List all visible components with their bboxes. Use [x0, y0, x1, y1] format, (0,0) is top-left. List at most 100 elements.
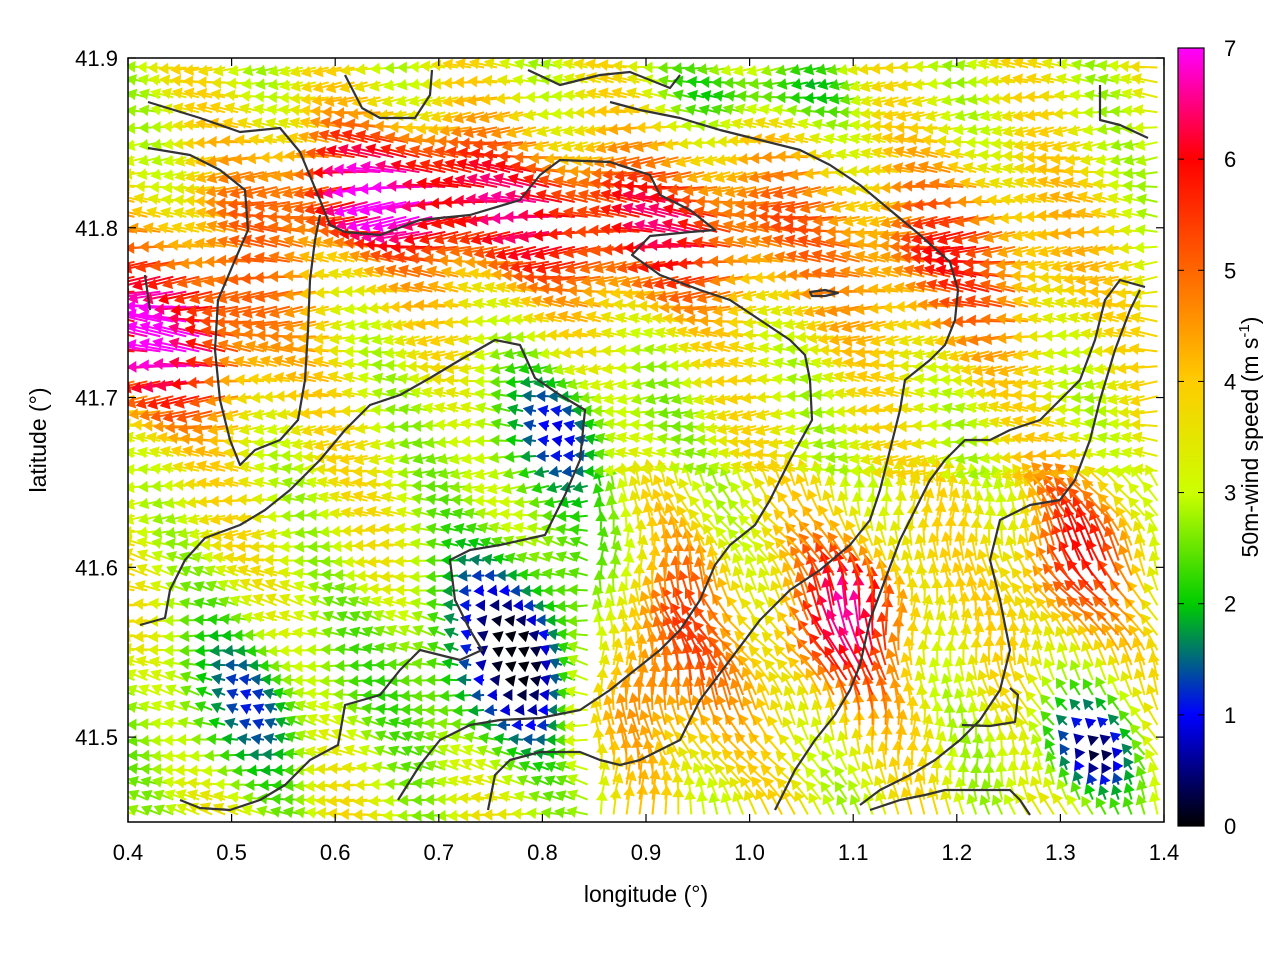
wind-arrow [630, 578, 642, 606]
colorbar-title-sup: -1 [1236, 324, 1253, 337]
wind-arrow [1044, 738, 1056, 756]
wind-arrow [1054, 696, 1068, 711]
wind-arrow [193, 597, 213, 609]
wind-arrow [1056, 778, 1068, 800]
wind-arrow [491, 660, 503, 673]
wind-arrow [1089, 623, 1107, 651]
wind-arrow [375, 716, 394, 728]
wind-arrow [639, 724, 654, 756]
wind-arrow [1041, 675, 1055, 696]
wind-arrow [909, 711, 921, 740]
wind-arrow [1081, 795, 1094, 816]
wind-arrow [373, 745, 394, 757]
wind-arrow [425, 657, 446, 670]
wind-arrow [1030, 733, 1042, 756]
wind-arrow [539, 644, 551, 656]
wind-arrow [195, 672, 213, 684]
wind-arrow [361, 642, 381, 655]
wind-arrow [1101, 749, 1113, 762]
wind-arrow [769, 699, 783, 726]
wind-arrow [591, 598, 604, 621]
wind-arrow [234, 749, 252, 761]
wind-arrow [1059, 743, 1071, 756]
wind-arrow [128, 804, 148, 816]
x-tick-label: 0.6 [320, 840, 351, 865]
wind-arrow [1121, 743, 1133, 756]
wind-arrow [1118, 709, 1133, 726]
wind-arrow [528, 790, 550, 803]
wind-arrow [744, 581, 758, 606]
y-tick-label: 41.7 [75, 386, 118, 411]
wind-arrow [1031, 760, 1044, 785]
wind-arrow [476, 630, 489, 642]
wind-arrow [666, 743, 680, 771]
wind-arrow [651, 711, 667, 741]
colorbar-tick-label: 4 [1224, 369, 1236, 394]
wind-arrow [349, 626, 368, 639]
wind-arrow [1094, 656, 1107, 681]
wind-arrow [307, 581, 329, 593]
wind-arrow [371, 761, 394, 774]
wind-arrow [794, 571, 809, 606]
wind-arrow [225, 673, 239, 686]
wind-arrow [192, 716, 213, 729]
wind-arrow [473, 674, 485, 686]
wind-arrow [194, 701, 213, 713]
wind-arrow [896, 588, 908, 621]
wind-arrow [941, 774, 954, 800]
wind-arrow [603, 694, 615, 726]
wind-arrow [385, 625, 407, 637]
wind-arrow [566, 615, 588, 628]
wind-arrow [635, 633, 648, 666]
x-axis-title: longitude (°) [584, 881, 708, 907]
wind-arrow [598, 759, 610, 785]
wind-arrow [653, 572, 667, 606]
wind-arrow [522, 733, 536, 746]
wind-arrow [732, 791, 745, 815]
wind-arrow [922, 609, 935, 636]
wind-arrow [1074, 759, 1085, 772]
wind-arrow [871, 660, 887, 696]
wind-arrow [804, 767, 822, 786]
wind-arrow [442, 598, 459, 611]
wind-arrow [179, 580, 200, 593]
wind-arrow [1086, 772, 1098, 785]
wind-arrow [443, 627, 459, 639]
colorbar-title: 50m-wind speed (m s-1) [1236, 317, 1263, 558]
wind-arrow [128, 781, 135, 786]
wind-arrow [349, 610, 368, 622]
wind-arrow [1066, 625, 1081, 651]
wind-arrow [397, 609, 420, 622]
wind-arrow [443, 612, 459, 625]
wind-arrow [1071, 717, 1083, 729]
wind-arrow [252, 703, 265, 715]
wind-arrow [794, 733, 809, 756]
wind-arrow [641, 575, 654, 606]
wind-arrow [528, 629, 540, 642]
wind-arrow [590, 712, 602, 741]
wind-arrow [797, 700, 810, 726]
wind-arrow [322, 595, 343, 607]
wind-arrow [848, 745, 861, 771]
wind-arrow [401, 730, 420, 742]
wind-arrow [805, 667, 822, 696]
wind-arrow [1025, 706, 1042, 726]
wind-arrow [452, 704, 472, 717]
wind-arrow [873, 775, 887, 800]
wind-arrow [941, 673, 953, 696]
wind-arrow [1123, 769, 1135, 785]
wind-arrow [1039, 693, 1055, 711]
wind-arrow [767, 715, 783, 741]
wind-arrow [1017, 775, 1029, 800]
wind-arrow [236, 659, 252, 672]
wind-arrow [977, 577, 991, 606]
wind-arrow [628, 692, 641, 726]
wind-arrow [236, 733, 252, 746]
wind-arrow [411, 610, 433, 622]
wind-arrow [321, 626, 342, 639]
wind-arrow [887, 631, 900, 666]
wind-arrow [625, 770, 637, 800]
wind-arrow [1101, 623, 1120, 651]
wind-arrow [505, 661, 517, 673]
wind-arrow [1107, 693, 1120, 711]
